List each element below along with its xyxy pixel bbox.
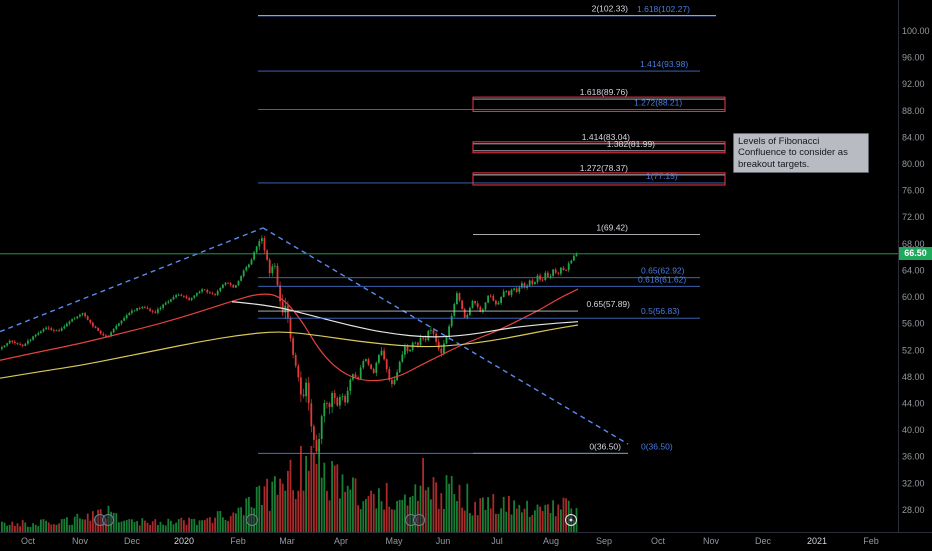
event-marker-icon[interactable]: [102, 514, 114, 526]
time-axis-label: Jul: [491, 536, 503, 546]
price-axis-label: 40.00: [902, 425, 925, 435]
fib-level-label: 1.272(78.37): [580, 163, 628, 173]
fib-lines-layer: [258, 15, 725, 454]
time-axis-label: Aug: [542, 536, 560, 546]
fib-level-label: 2(102.33): [592, 3, 629, 13]
trendline-down[interactable]: [262, 227, 629, 445]
time-axis-label: Oct: [650, 536, 666, 546]
event-marker-dot: [569, 518, 573, 522]
confluence-box[interactable]: [472, 172, 726, 186]
chart-plot[interactable]: 2(102.33) 1.618(102.27) 1.414(93.98) 1.618(…: [0, 0, 898, 532]
price-axis-label: 60.00: [902, 292, 925, 302]
time-axis-label: Nov: [71, 536, 89, 546]
fibonacci-note[interactable]: Levels of Fibonacci Confluence to consid…: [733, 133, 869, 174]
trendlines-layer: [0, 227, 629, 445]
fib-level-label: 0.65(62.92): [641, 266, 685, 276]
price-axis-label: 84.00: [902, 132, 925, 142]
fib-level-label: 1.618(89.76): [580, 87, 628, 97]
ma-white[interactable]: [231, 301, 579, 338]
time-axis-label: Nov: [702, 536, 720, 546]
fib-labels-layer: 2(102.33) 1.618(102.27) 1.414(93.98) 1.618(…: [580, 3, 690, 451]
price-axis-label: 32.00: [902, 478, 925, 488]
volume-layer: [1, 446, 578, 532]
price-axis-label: 80.00: [902, 159, 925, 169]
fib-level-label: 0(36.50): [641, 441, 673, 451]
event-marker-icon[interactable]: [246, 514, 258, 526]
trendline-up[interactable]: [0, 227, 264, 333]
time-axis-label: Feb: [863, 536, 879, 546]
price-axis-canvas: 100.00 96.00 92.00 88.00 84.00 80.00 76.00 72.0…: [902, 26, 930, 515]
fib-level-label: 1.272(88.21): [634, 97, 682, 107]
ma-yellow[interactable]: [0, 324, 579, 379]
time-axis-label: 2021: [806, 536, 828, 546]
time-axis-label: Sep: [595, 536, 613, 546]
price-axis-label: 72.00: [902, 212, 925, 222]
time-axis-label: Jun: [435, 536, 451, 546]
price-axis-label: 28.00: [902, 505, 925, 515]
time-axis-label: 2020: [173, 536, 195, 546]
price-axis-label: 96.00: [902, 53, 925, 63]
price-axis-label: 88.00: [902, 106, 925, 116]
price-axis-label: 76.00: [902, 186, 925, 196]
price-axis-label: 100.00: [902, 26, 930, 36]
fib-level-label: 0.618(61.62): [638, 274, 686, 284]
ma-red[interactable]: [0, 288, 579, 382]
time-axis-label: Dec: [754, 536, 772, 546]
price-axis-label: 48.00: [902, 372, 925, 382]
price-axis-label: 92.00: [902, 79, 925, 89]
time-axis-label: Dec: [123, 536, 141, 546]
confluence-boxes-layer: [472, 96, 726, 186]
price-axis-label: 52.00: [902, 345, 925, 355]
fib-level-label: 0.5(56.83): [641, 306, 680, 316]
time-axis-label: Feb: [230, 536, 246, 546]
fib-level-label: 0(36.50): [589, 441, 621, 451]
event-marker-icon[interactable]: [413, 514, 425, 526]
time-axis[interactable]: Oct Nov Dec 2020 Feb Mar Apr May Jun Jul Aug Sep Oct…: [0, 532, 932, 551]
confluence-box[interactable]: [472, 96, 726, 112]
last-price-tag: 66.50: [899, 247, 932, 261]
price-axis-label: 64.00: [902, 265, 925, 275]
fib-level-label: 1.618(102.27): [637, 4, 690, 14]
price-axis[interactable]: 100.00 96.00 92.00 88.00 84.00 80.00 76.00 72.0…: [898, 0, 932, 532]
price-axis-label: 68.00: [902, 239, 925, 249]
time-axis-label: Oct: [20, 536, 36, 546]
price-axis-label: 36.00: [902, 452, 925, 462]
fib-level-label: 1.414(83.04): [582, 132, 630, 142]
time-axis-label: Apr: [333, 536, 349, 546]
fib-level-label: 1.414(93.98): [640, 59, 688, 69]
chart-canvas[interactable]: 2(102.33) 1.618(102.27) 1.414(93.98) 1.618(…: [0, 0, 898, 532]
fib-level-label: 1.382(81.99): [607, 139, 655, 149]
price-axis-label: 56.00: [902, 319, 925, 329]
event-markers-layer: [94, 514, 577, 526]
time-axis-label: Mar: [279, 536, 295, 546]
time-axis-label: May: [385, 536, 403, 546]
fib-level-label: 1(69.42): [596, 222, 628, 232]
fib-level-label: 1(77.15): [646, 171, 678, 181]
fib-level-label: 0.65(57.89): [587, 299, 631, 309]
candles-layer: [1, 235, 578, 458]
confluence-box[interactable]: [472, 141, 726, 154]
price-axis-label: 44.00: [902, 398, 925, 408]
moving-averages-layer: [0, 288, 579, 382]
